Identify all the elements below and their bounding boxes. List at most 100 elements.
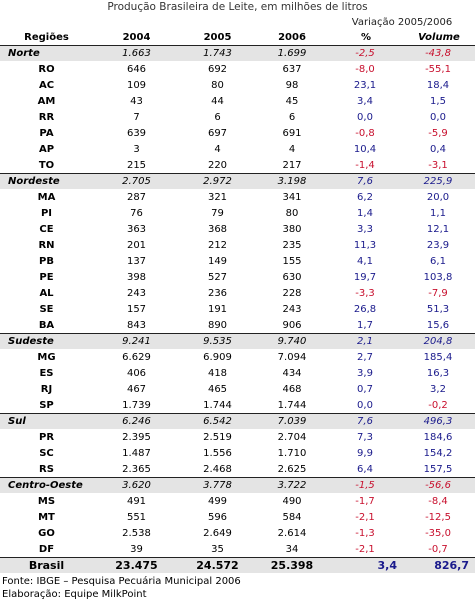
state-row: BA 843 890 906 1,7 15,6 (0, 317, 475, 334)
cell-2006: 7.039 (255, 413, 329, 430)
cell-volume: 12,1 (403, 221, 475, 238)
cell-2004: 2.705 (93, 173, 180, 190)
cell-2005: 692 (180, 61, 255, 78)
cell-percent: -1,7 (329, 493, 403, 510)
cell-2005: 697 (180, 125, 255, 142)
cell-volume: 826,7 (403, 557, 475, 573)
cell-2004: 2.395 (93, 429, 180, 446)
cell-2004: 2.365 (93, 461, 180, 478)
cell-2005: 24.572 (180, 557, 255, 573)
state-row: PR 2.395 2.519 2.704 7,3 184,6 (0, 429, 475, 446)
cell-2006: 584 (255, 509, 329, 526)
cell-percent: 7,6 (329, 413, 403, 430)
cell-percent: 19,7 (329, 269, 403, 286)
cell-name: MT (0, 509, 93, 526)
cell-2005: 527 (180, 269, 255, 286)
cell-name: Centro-Oeste (0, 477, 93, 494)
cell-percent: 26,8 (329, 301, 403, 318)
cell-volume: -0,7 (403, 541, 475, 558)
cell-name: RO (0, 61, 93, 78)
cell-2006: 25.398 (255, 557, 329, 573)
cell-2005: 44 (180, 93, 255, 110)
cell-volume: -55,1 (403, 61, 475, 78)
footer: Fonte: IBGE – Pesquisa Pecuária Municipa… (0, 575, 475, 601)
cell-percent: 0,0 (329, 397, 403, 414)
cell-2005: 418 (180, 365, 255, 382)
cell-percent: 2,7 (329, 349, 403, 366)
cell-volume: 184,6 (403, 429, 475, 446)
cell-2006: 906 (255, 317, 329, 334)
state-row: ES 406 418 434 3,9 16,3 (0, 365, 475, 382)
region-row: Centro-Oeste 3.620 3.778 3.722 -1,5 -56,6 (0, 477, 475, 494)
cell-2004: 646 (93, 61, 180, 78)
cell-percent: 1,7 (329, 317, 403, 334)
cell-2005: 465 (180, 381, 255, 398)
cell-volume: 185,4 (403, 349, 475, 366)
cell-name: RR (0, 109, 93, 126)
cell-2006: 80 (255, 205, 329, 222)
cell-2006: 228 (255, 285, 329, 302)
cell-2004: 243 (93, 285, 180, 302)
state-row: MG 6.629 6.909 7.094 2,7 185,4 (0, 349, 475, 366)
cell-volume: 20,0 (403, 189, 475, 206)
cell-2004: 1.663 (93, 45, 180, 62)
cell-percent: -2,1 (329, 509, 403, 526)
cell-2004: 23.475 (93, 557, 180, 573)
state-row: PI 76 79 80 1,4 1,1 (0, 205, 475, 222)
state-row: RS 2.365 2.468 2.625 6,4 157,5 (0, 461, 475, 478)
cell-2004: 76 (93, 205, 180, 222)
cell-volume: 18,4 (403, 77, 475, 94)
cell-name: AL (0, 285, 93, 302)
cell-2005: 212 (180, 237, 255, 254)
cell-name: AP (0, 141, 93, 158)
cell-name: Sul (0, 413, 93, 430)
cell-2005: 890 (180, 317, 255, 334)
cell-2004: 43 (93, 93, 180, 110)
region-row: Nordeste 2.705 2.972 3.198 7,6 225,9 (0, 173, 475, 190)
cell-percent: 7,6 (329, 173, 403, 190)
cell-2006: 630 (255, 269, 329, 286)
cell-2004: 406 (93, 365, 180, 382)
cell-name: Norte (0, 45, 93, 62)
state-row: DF 39 35 34 -2,1 -0,7 (0, 541, 475, 558)
cell-volume: 16,3 (403, 365, 475, 382)
cell-2005: 6.542 (180, 413, 255, 430)
state-row: AM 43 44 45 3,4 1,5 (0, 93, 475, 110)
cell-percent: 9,9 (329, 445, 403, 462)
cell-name: BA (0, 317, 93, 334)
cell-2006: 468 (255, 381, 329, 398)
state-row: PA 639 697 691 -0,8 -5,9 (0, 125, 475, 142)
cell-name: PE (0, 269, 93, 286)
header-2005: 2005 (203, 32, 232, 43)
header-volume: Volume (418, 32, 460, 43)
cell-2006: 45 (255, 93, 329, 110)
cell-volume: -12,5 (403, 509, 475, 526)
cell-percent: -1,5 (329, 477, 403, 494)
cell-volume: 157,5 (403, 461, 475, 478)
cell-volume: 15,6 (403, 317, 475, 334)
cell-2005: 4 (180, 141, 255, 158)
cell-percent: -3,3 (329, 285, 403, 302)
cell-2004: 7 (93, 109, 180, 126)
cell-percent: -2,1 (329, 541, 403, 558)
cell-2006: 1.744 (255, 397, 329, 414)
cell-2004: 1.739 (93, 397, 180, 414)
cell-volume: -7,9 (403, 285, 475, 302)
cell-name: Brasil (0, 557, 93, 573)
cell-name: SP (0, 397, 93, 414)
state-row: MA 287 321 341 6,2 20,0 (0, 189, 475, 206)
state-row: PE 398 527 630 19,7 103,8 (0, 269, 475, 286)
cell-name: TO (0, 157, 93, 174)
state-row: MS 491 499 490 -1,7 -8,4 (0, 493, 475, 510)
cell-2004: 1.487 (93, 445, 180, 462)
cell-2004: 3 (93, 141, 180, 158)
cell-name: PR (0, 429, 93, 446)
cell-volume: 103,8 (403, 269, 475, 286)
state-row: TO 215 220 217 -1,4 -3,1 (0, 157, 475, 174)
cell-percent: 10,4 (329, 141, 403, 158)
cell-2004: 467 (93, 381, 180, 398)
header-2004: 2004 (122, 32, 151, 43)
cell-2005: 2.972 (180, 173, 255, 190)
state-row: RO 646 692 637 -8,0 -55,1 (0, 61, 475, 78)
state-row: AC 109 80 98 23,1 18,4 (0, 77, 475, 94)
